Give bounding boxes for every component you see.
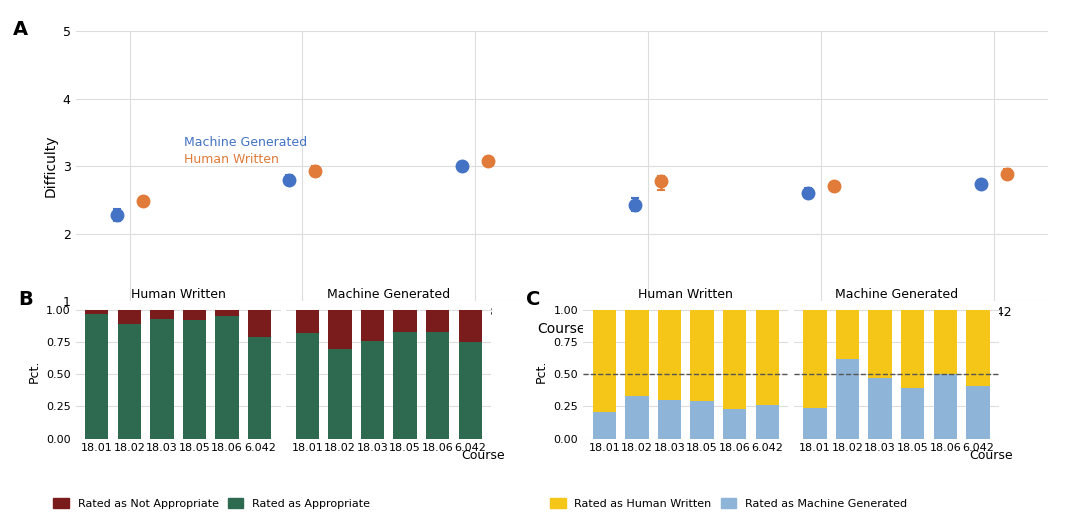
Text: A: A	[13, 20, 28, 39]
Bar	[723, 310, 746, 409]
Y-axis label: Pct.: Pct.	[535, 359, 548, 383]
Bar	[658, 310, 681, 400]
X-axis label: Course: Course	[538, 322, 585, 336]
Title: Human Written: Human Written	[638, 288, 733, 301]
Bar	[118, 324, 141, 439]
Text: Machine Generated: Machine Generated	[184, 136, 307, 149]
Bar	[967, 310, 989, 386]
Title: Machine Generated: Machine Generated	[327, 288, 450, 301]
Bar	[593, 412, 616, 439]
Bar	[836, 310, 860, 359]
Bar	[393, 310, 417, 332]
Bar	[150, 319, 174, 439]
Bar	[248, 310, 271, 337]
Bar	[328, 349, 352, 439]
Bar	[426, 310, 449, 332]
Bar	[459, 342, 482, 439]
Bar	[933, 310, 957, 374]
Title: Human Written: Human Written	[131, 288, 226, 301]
Bar	[901, 310, 924, 388]
Text: B: B	[18, 290, 32, 309]
Bar	[967, 386, 989, 439]
Bar	[756, 405, 779, 439]
Bar	[85, 310, 108, 314]
Bar	[150, 310, 174, 319]
Bar	[756, 310, 779, 405]
Bar	[118, 310, 141, 324]
Bar	[804, 408, 826, 439]
Bar	[393, 332, 417, 439]
Legend: Rated as Not Appropriate, Rated as Appropriate: Rated as Not Appropriate, Rated as Appro…	[49, 494, 375, 513]
Bar	[690, 310, 714, 401]
Bar	[215, 310, 239, 317]
Bar	[215, 317, 239, 439]
Bar	[296, 310, 319, 333]
Y-axis label: Difficulty: Difficulty	[43, 135, 57, 197]
Bar	[804, 310, 826, 408]
Bar	[593, 310, 616, 412]
Bar	[426, 332, 449, 439]
Y-axis label: Pct.: Pct.	[27, 359, 40, 383]
Bar	[690, 401, 714, 439]
Bar	[868, 378, 892, 439]
Bar	[361, 341, 384, 439]
Text: Human Written: Human Written	[184, 153, 279, 166]
Bar	[183, 310, 206, 320]
Bar	[459, 310, 482, 342]
Bar	[658, 400, 681, 439]
Bar	[723, 409, 746, 439]
Bar	[296, 333, 319, 439]
Bar	[248, 337, 271, 439]
Text: C: C	[526, 290, 540, 309]
Bar	[901, 388, 924, 439]
Bar	[625, 396, 649, 439]
Bar	[836, 359, 860, 439]
Bar	[85, 314, 108, 439]
Title: Machine Generated: Machine Generated	[835, 288, 958, 301]
Bar	[183, 320, 206, 439]
Bar	[933, 374, 957, 439]
Bar	[328, 310, 352, 349]
Bar	[868, 310, 892, 378]
Legend: Rated as Human Written, Rated as Machine Generated: Rated as Human Written, Rated as Machine…	[545, 494, 912, 513]
Text: Course: Course	[969, 449, 1013, 462]
Bar	[625, 310, 649, 396]
Text: Course: Course	[461, 449, 505, 462]
Bar	[361, 310, 384, 341]
